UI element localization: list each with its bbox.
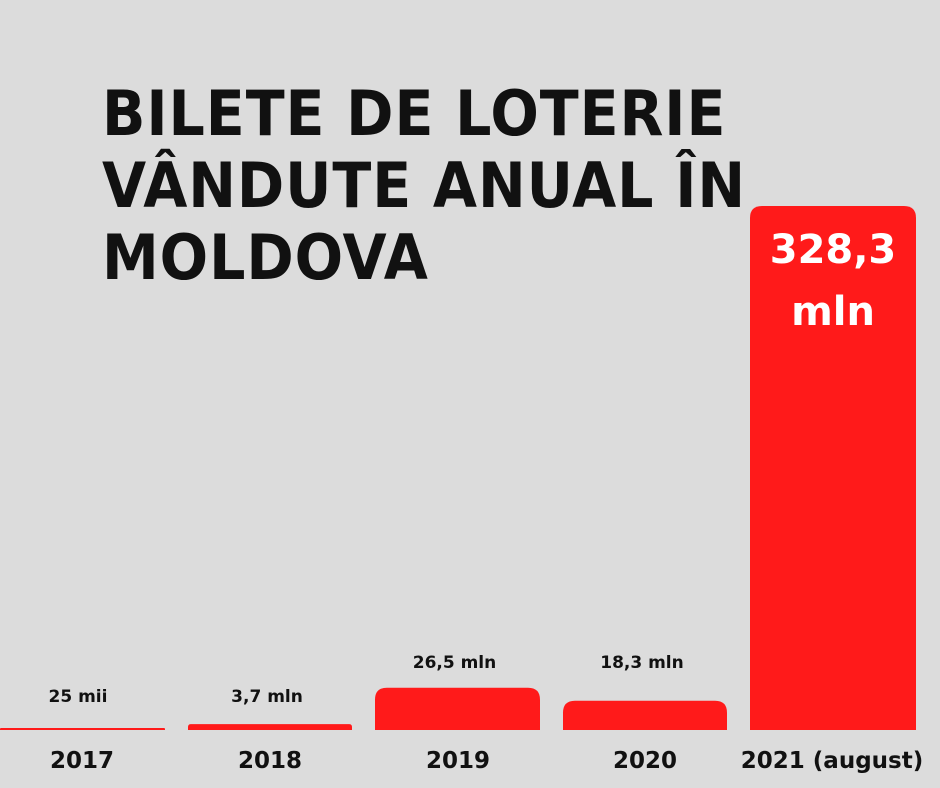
chart-title: BILETE DE LOTERIE VÂNDUTE ANUAL ÎN MOLDO… (102, 78, 746, 294)
chart-title-line-2: VÂNDUTE ANUAL ÎN (102, 149, 747, 222)
x-tick-label-2019: 2019 (426, 748, 490, 774)
bar-2020 (563, 700, 727, 730)
x-tick-label-2018: 2018 (238, 748, 302, 774)
bar-2018 (188, 724, 352, 730)
bar-2021 (750, 206, 916, 730)
chart-title-line-3: MOLDOVA (102, 221, 429, 294)
data-label-2017: 25 mii (49, 687, 108, 707)
bar-2017 (0, 728, 165, 730)
data-label-2020: 18,3 mln (600, 653, 684, 673)
x-tick-label-2017: 2017 (50, 748, 114, 774)
data-label-2018: 3,7 mln (231, 687, 303, 707)
bar-2019 (375, 687, 540, 730)
data-label-2021-line-1: 328,3 (770, 227, 897, 273)
data-label-2019: 26,5 mln (413, 653, 497, 673)
chart-title-line-1: BILETE DE LOTERIE (102, 77, 727, 150)
x-tick-label-2020: 2020 (613, 748, 677, 774)
data-label-2021-line-2: mln (791, 289, 875, 335)
x-tick-label-2021: 2021 (august) (741, 748, 923, 774)
